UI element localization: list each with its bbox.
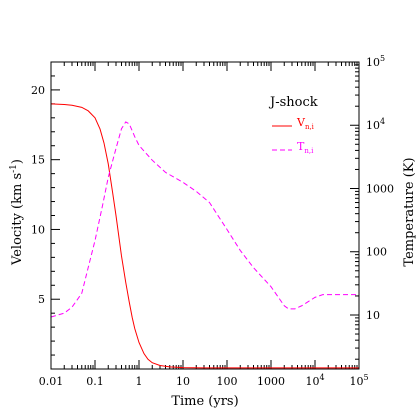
grid-ticks — [50, 61, 360, 369]
plot-frame — [50, 61, 360, 370]
y-right-tick-label: 1000 — [366, 182, 394, 195]
legend-label-temperature-sub: n,i — [304, 147, 314, 155]
y-right-tick-label: 10 — [366, 309, 380, 322]
y-axis-left-title: Velocity (km s-1) — [9, 159, 25, 266]
x-tick-label: 1000 — [257, 375, 285, 388]
series-temperature-line — [50, 121, 359, 318]
series-velocity-line — [50, 103, 359, 369]
legend: J-shock Vn,i Tn,i — [268, 95, 318, 155]
y-left-tick-label: 20 — [31, 84, 45, 97]
y-axis-left-title-main: Velocity (km s — [10, 173, 25, 266]
x-tick-label: 104 — [305, 373, 324, 388]
x-tick-label: 105 — [349, 373, 368, 388]
y-axis-right-title: Temperature (K) — [402, 157, 417, 266]
legend-title: J-shock — [268, 95, 318, 110]
x-tick-label: 0.01 — [39, 375, 64, 388]
y-right-tick-label: 105 — [366, 54, 385, 69]
legend-label-velocity-sub: n,i — [305, 123, 315, 131]
y-left-tick-label: 15 — [31, 154, 45, 167]
y-left-tick-label: 5 — [38, 293, 45, 306]
y-axis-left-title-sup: -1 — [9, 164, 19, 173]
series-layer — [50, 103, 359, 369]
tick-labels: 0.01 0.1 1 10 100 1000 104 105 5 10 15 20 10 100 1000 1… — [31, 54, 394, 388]
y-left-tick-label: 10 — [31, 223, 45, 236]
x-tick-label: 100 — [217, 375, 238, 388]
y-axis-left-title-end: ) — [10, 159, 25, 164]
legend-label-temperature: Tn,i — [297, 140, 314, 155]
y-right-tick-label: 100 — [366, 246, 387, 259]
x-tick-label: 1 — [136, 375, 143, 388]
legend-label-velocity-main: V — [296, 116, 306, 129]
x-tick-label: 0.1 — [86, 375, 104, 388]
legend-label-temperature-main: T — [297, 140, 305, 153]
x-tick-label: 10 — [176, 375, 190, 388]
y-right-tick-label: 104 — [366, 117, 385, 132]
x-axis-title: Time (yrs) — [171, 394, 238, 409]
legend-label-velocity: Vn,i — [296, 116, 315, 131]
